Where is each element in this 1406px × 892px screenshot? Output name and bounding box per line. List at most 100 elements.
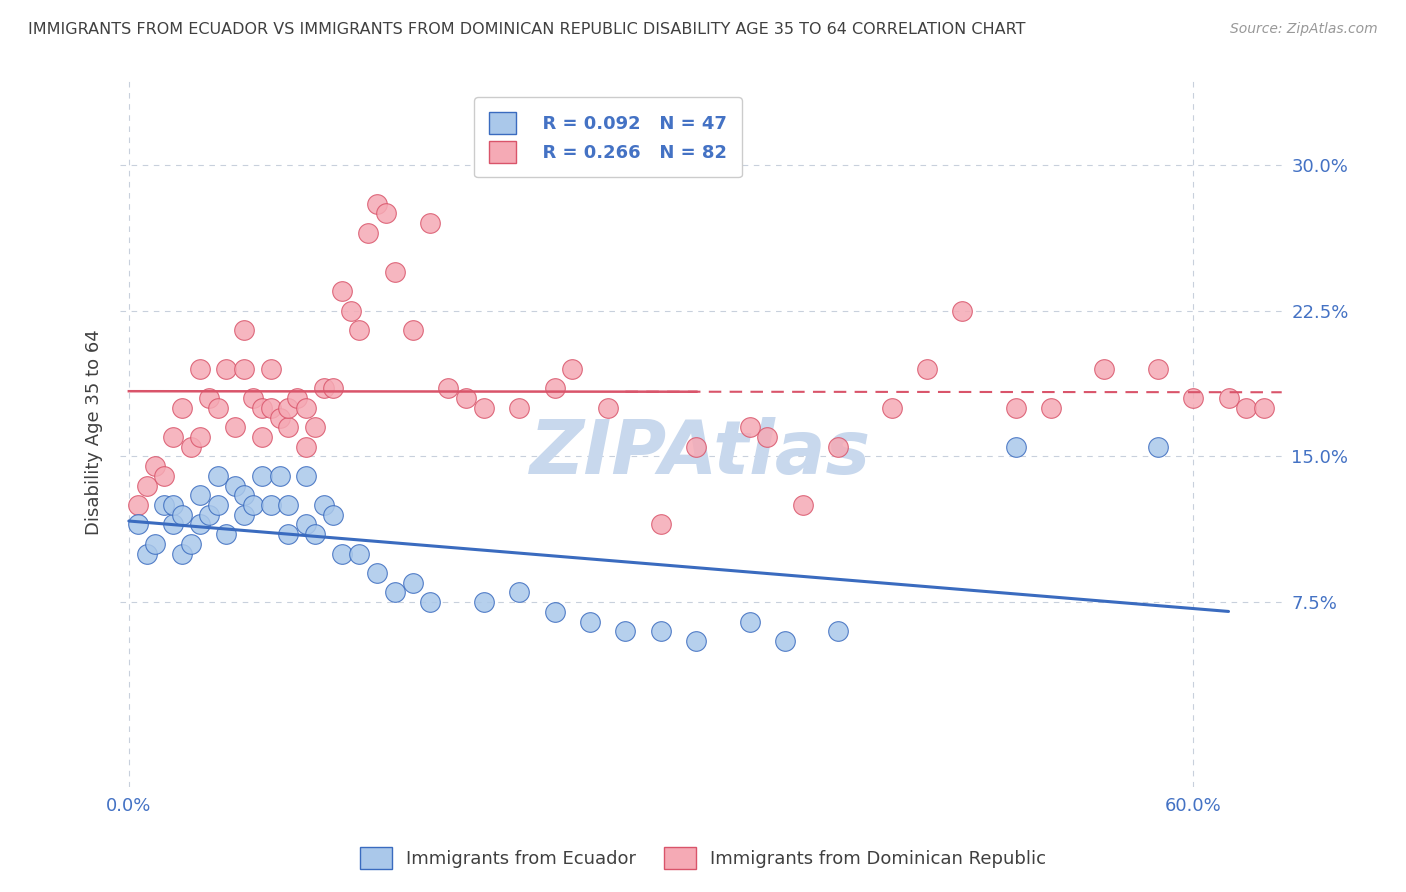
Point	[135, 547, 157, 561]
Point	[250, 401, 273, 415]
Point	[614, 624, 637, 639]
Point	[543, 605, 565, 619]
Point	[472, 401, 495, 415]
Point	[162, 498, 184, 512]
Point	[1092, 362, 1115, 376]
Point	[250, 430, 273, 444]
Point	[295, 468, 318, 483]
Point	[330, 284, 353, 298]
Point	[170, 401, 193, 415]
Point	[401, 575, 423, 590]
Text: ZIPAtlas: ZIPAtlas	[530, 417, 872, 490]
Point	[1253, 401, 1275, 415]
Point	[224, 478, 246, 492]
Point	[1040, 401, 1063, 415]
Point	[260, 498, 283, 512]
Point	[153, 498, 176, 512]
Point	[685, 440, 707, 454]
Point	[215, 362, 238, 376]
Point	[207, 401, 229, 415]
Point	[419, 216, 441, 230]
Point	[827, 624, 849, 639]
Point	[375, 206, 398, 220]
Point	[135, 478, 157, 492]
Point	[756, 430, 779, 444]
Point	[454, 391, 477, 405]
Legend:   R = 0.092   N = 47,   R = 0.266   N = 82: R = 0.092 N = 47, R = 0.266 N = 82	[474, 97, 741, 178]
Point	[170, 547, 193, 561]
Point	[269, 468, 291, 483]
Point	[180, 537, 202, 551]
Point	[162, 517, 184, 532]
Text: Source: ZipAtlas.com: Source: ZipAtlas.com	[1230, 22, 1378, 37]
Point	[1182, 391, 1205, 405]
Point	[366, 566, 388, 580]
Point	[295, 401, 318, 415]
Point	[1004, 401, 1026, 415]
Point	[1234, 401, 1257, 415]
Point	[233, 508, 256, 522]
Point	[197, 391, 219, 405]
Point	[295, 440, 318, 454]
Point	[508, 401, 530, 415]
Point	[224, 420, 246, 434]
Point	[543, 381, 565, 395]
Point	[285, 391, 308, 405]
Point	[650, 624, 672, 639]
Point	[339, 303, 361, 318]
Point	[207, 498, 229, 512]
Point	[145, 537, 167, 551]
Point	[127, 498, 149, 512]
Point	[1146, 362, 1168, 376]
Point	[880, 401, 903, 415]
Point	[277, 498, 299, 512]
Point	[952, 303, 974, 318]
Point	[233, 323, 256, 337]
Point	[685, 634, 707, 648]
Point	[295, 517, 318, 532]
Point	[322, 508, 344, 522]
Point	[349, 323, 371, 337]
Point	[384, 265, 406, 279]
Y-axis label: Disability Age 35 to 64: Disability Age 35 to 64	[86, 329, 103, 535]
Point	[650, 517, 672, 532]
Point	[233, 488, 256, 502]
Point	[304, 527, 326, 541]
Point	[260, 401, 283, 415]
Text: IMMIGRANTS FROM ECUADOR VS IMMIGRANTS FROM DOMINICAN REPUBLIC DISABILITY AGE 35 : IMMIGRANTS FROM ECUADOR VS IMMIGRANTS FR…	[28, 22, 1025, 37]
Point	[170, 508, 193, 522]
Point	[472, 595, 495, 609]
Point	[1004, 440, 1026, 454]
Point	[277, 527, 299, 541]
Point	[437, 381, 460, 395]
Point	[561, 362, 583, 376]
Point	[145, 459, 167, 474]
Point	[215, 527, 238, 541]
Point	[242, 498, 264, 512]
Point	[366, 196, 388, 211]
Point	[269, 410, 291, 425]
Legend: Immigrants from Ecuador, Immigrants from Dominican Republic: Immigrants from Ecuador, Immigrants from…	[350, 838, 1056, 879]
Point	[357, 226, 380, 240]
Point	[349, 547, 371, 561]
Point	[197, 508, 219, 522]
Point	[188, 362, 211, 376]
Point	[792, 498, 814, 512]
Point	[188, 430, 211, 444]
Point	[1218, 391, 1240, 405]
Point	[419, 595, 441, 609]
Point	[384, 585, 406, 599]
Point	[153, 468, 176, 483]
Point	[1146, 440, 1168, 454]
Point	[162, 430, 184, 444]
Point	[322, 381, 344, 395]
Point	[242, 391, 264, 405]
Point	[277, 420, 299, 434]
Point	[579, 615, 602, 629]
Point	[127, 517, 149, 532]
Point	[312, 498, 335, 512]
Point	[596, 401, 619, 415]
Point	[188, 488, 211, 502]
Point	[260, 362, 283, 376]
Point	[207, 468, 229, 483]
